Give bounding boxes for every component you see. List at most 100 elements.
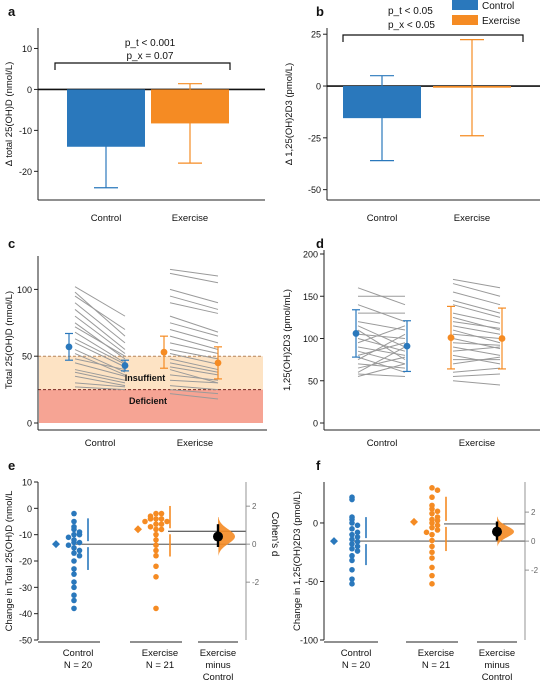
effect-point — [213, 531, 223, 542]
data-point-exercise — [429, 555, 435, 561]
subject-line-exercise — [452, 321, 501, 329]
subject-line-control — [74, 338, 126, 365]
y-tick-label: -20 — [19, 167, 32, 177]
x-group-n: N = 21 — [146, 660, 174, 671]
subject-line-control — [74, 302, 126, 344]
right-tick-label: -2 — [531, 566, 539, 575]
data-point-control — [349, 531, 355, 538]
data-point-exercise — [153, 547, 159, 554]
data-point-exercise — [153, 516, 159, 522]
subject-line-exercise — [452, 333, 501, 339]
subject-line-exercise — [169, 362, 219, 373]
data-point-exercise — [142, 518, 148, 525]
x-tick-label: Control — [91, 213, 122, 224]
data-point-control — [349, 496, 355, 503]
subject-line-exercise — [452, 316, 501, 331]
data-point-control — [349, 557, 355, 564]
deficient-label: Deficient — [129, 396, 167, 406]
subject-line-control — [74, 309, 126, 350]
mean-point-control — [121, 362, 129, 369]
data-point-exercise — [429, 494, 435, 501]
data-point-exercise — [158, 510, 165, 517]
data-point-control — [71, 605, 77, 612]
data-point-exercise — [158, 516, 165, 522]
effect-label-line: Exercise — [200, 648, 236, 659]
data-point-exercise — [153, 542, 159, 548]
mean-marker-exercise — [410, 517, 418, 526]
subject-line-exercise — [169, 366, 219, 376]
subject-line-exercise — [169, 322, 219, 337]
subject-line-exercise — [452, 291, 501, 306]
subject-line-control — [74, 386, 126, 391]
data-point-control — [65, 534, 72, 541]
panel-label-f: f — [316, 458, 321, 473]
data-point-control — [349, 541, 355, 547]
data-point-exercise — [429, 572, 435, 579]
y-tick-label: 0 — [27, 504, 32, 514]
subject-line-control — [357, 346, 406, 373]
legend-swatch-exercise — [452, 15, 478, 25]
subject-line-exercise — [169, 272, 219, 284]
data-point-control — [354, 534, 361, 540]
data-point-control — [349, 526, 355, 532]
subject-line-control — [357, 363, 406, 369]
y-tick-label: -10 — [19, 530, 32, 540]
data-point-control — [349, 576, 355, 582]
subject-line-control — [74, 362, 126, 377]
data-point-exercise — [429, 543, 435, 550]
right-tick-label: 0 — [531, 537, 536, 546]
data-point-exercise — [153, 526, 159, 533]
data-point-control — [71, 571, 77, 577]
data-point-control — [71, 510, 77, 517]
data-point-control — [76, 552, 83, 559]
subject-line-control — [357, 356, 406, 373]
mean-marker-control — [52, 540, 60, 549]
data-point-control — [71, 584, 77, 591]
x-tick-label: Control — [367, 213, 398, 224]
panel-label-e: e — [8, 458, 15, 473]
data-point-exercise — [153, 521, 159, 527]
data-point-control — [71, 597, 77, 604]
data-point-exercise — [429, 531, 435, 538]
data-point-exercise — [429, 520, 435, 526]
data-point-control — [71, 550, 77, 556]
data-point-control — [349, 581, 355, 587]
subject-line-exercise — [169, 389, 219, 395]
mean-point-control — [403, 342, 411, 350]
data-point-exercise — [158, 521, 165, 527]
y-tick-label: -40 — [19, 609, 32, 619]
data-point-exercise — [429, 510, 435, 517]
annotation-px: p_x = 0.07 — [127, 51, 174, 62]
data-point-control — [71, 592, 77, 599]
y-tick-label: 100 — [303, 334, 318, 344]
x-group-n: N = 20 — [342, 660, 370, 671]
data-point-exercise — [153, 552, 159, 559]
subject-line-exercise — [452, 346, 501, 352]
mean-point-control — [65, 343, 73, 351]
subject-line-exercise — [452, 373, 501, 378]
y-axis-title: Total 25(OH)D (nmol/L) — [4, 291, 15, 389]
data-point-control — [76, 531, 83, 538]
significance-bracket — [342, 34, 524, 42]
data-point-exercise — [429, 549, 435, 556]
y-tick-label: 150 — [303, 292, 318, 302]
subject-line-exercise — [169, 335, 219, 351]
y-tick-label: -50 — [308, 185, 321, 195]
subject-line-exercise — [452, 278, 501, 289]
data-point-control — [65, 542, 72, 548]
subject-line-control — [74, 342, 126, 368]
subject-line-exercise — [169, 268, 219, 277]
y-tick-label: 0 — [313, 419, 318, 429]
effect-label-line: Control — [482, 672, 513, 680]
effect-label-line: Exercise — [479, 648, 515, 659]
subject-line-control — [74, 382, 126, 388]
x-tick-label: Exercise — [459, 438, 495, 449]
subject-line-control — [357, 325, 406, 344]
x-tick-label: Exercise — [172, 213, 208, 224]
x-tick-label: Exericse — [177, 438, 213, 449]
data-point-control — [71, 558, 77, 564]
subject-line-control — [74, 291, 126, 337]
y-axis-title: 1,25(OH)2D3 (pmol/mL) — [282, 289, 293, 391]
y-tick-label: 0 — [27, 419, 32, 429]
